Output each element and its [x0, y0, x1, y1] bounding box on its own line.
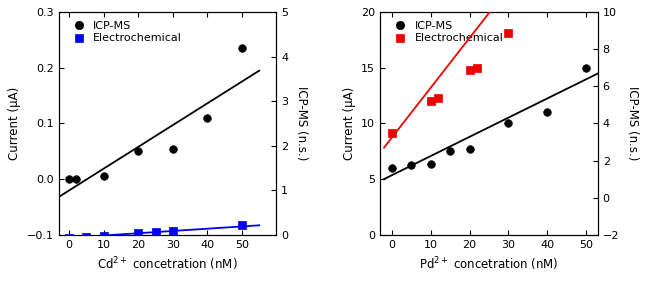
Point: [433, 95, 444, 100]
Point: [133, 149, 144, 153]
Point: [71, 177, 82, 181]
Point: [202, 116, 212, 120]
Point: [168, 229, 178, 234]
Point: [465, 147, 475, 151]
Y-axis label: ICP-MS (n.s.): ICP-MS (n.s.): [295, 86, 308, 161]
Point: [542, 110, 553, 115]
Point: [426, 161, 436, 166]
Point: [237, 46, 247, 51]
Point: [387, 130, 397, 135]
Point: [503, 121, 514, 126]
X-axis label: Pd$^{2+}$ concetration (nM): Pd$^{2+}$ concetration (nM): [419, 255, 559, 273]
Legend: ICP-MS, Electrochemical: ICP-MS, Electrochemical: [386, 18, 507, 47]
Point: [406, 162, 417, 167]
Point: [64, 236, 74, 240]
X-axis label: Cd$^{2+}$ concetration (nM): Cd$^{2+}$ concetration (nM): [97, 255, 238, 273]
Point: [387, 166, 397, 170]
Point: [472, 66, 483, 70]
Point: [150, 229, 160, 234]
Y-axis label: ICP-MS (n.s.): ICP-MS (n.s.): [626, 86, 639, 161]
Point: [426, 99, 436, 103]
Point: [465, 67, 475, 72]
Point: [133, 230, 144, 235]
Point: [64, 177, 74, 181]
Legend: ICP-MS, Electrochemical: ICP-MS, Electrochemical: [64, 18, 186, 47]
Y-axis label: Current (μA): Current (μA): [8, 87, 21, 160]
Point: [98, 174, 109, 178]
Point: [98, 234, 109, 239]
Point: [82, 235, 92, 240]
Point: [503, 30, 514, 35]
Point: [168, 146, 178, 151]
Point: [581, 66, 591, 70]
Point: [237, 222, 247, 227]
Point: [445, 149, 455, 153]
Y-axis label: Current (μA): Current (μA): [343, 87, 356, 160]
